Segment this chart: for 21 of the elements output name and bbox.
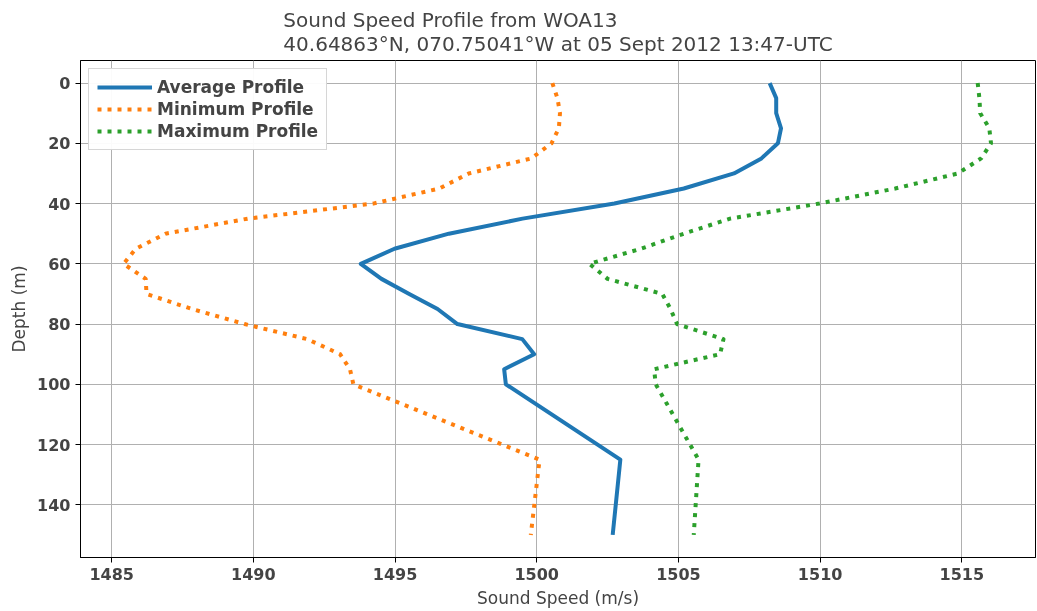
x-axis-title: Sound Speed (m/s) [476, 587, 640, 608]
y-tick-label: 0 [59, 74, 71, 94]
y-tick-label: 120 [37, 435, 71, 455]
y-tick-label: 80 [48, 315, 71, 335]
legend-label: Minimum Profile [157, 99, 314, 119]
x-tick-label: 1485 [89, 564, 134, 584]
x-tick-label: 1510 [797, 564, 843, 584]
y-tick-label: 40 [48, 194, 71, 214]
y-axis-title: Depth (m) [9, 265, 30, 353]
y-tick-label: 140 [37, 495, 71, 515]
x-tick-label: 1515 [939, 564, 985, 584]
x-tick-label: 1490 [231, 564, 276, 584]
chart-title: Sound Speed Profile from WOA13 40.64863°N, 070.75041°W at 05 Sept 2012 13:47-UTC [283, 7, 833, 56]
legend-label: Average Profile [157, 77, 305, 97]
y-tick-label: 60 [48, 254, 71, 274]
x-tick-label: 1495 [372, 564, 418, 584]
x-tick-label: 1500 [514, 564, 560, 584]
y-tick-label: 20 [48, 134, 71, 154]
legend-label: Maximum Profile [157, 121, 319, 141]
y-tick-label: 100 [37, 375, 71, 395]
x-tick-label: 1505 [656, 564, 701, 584]
